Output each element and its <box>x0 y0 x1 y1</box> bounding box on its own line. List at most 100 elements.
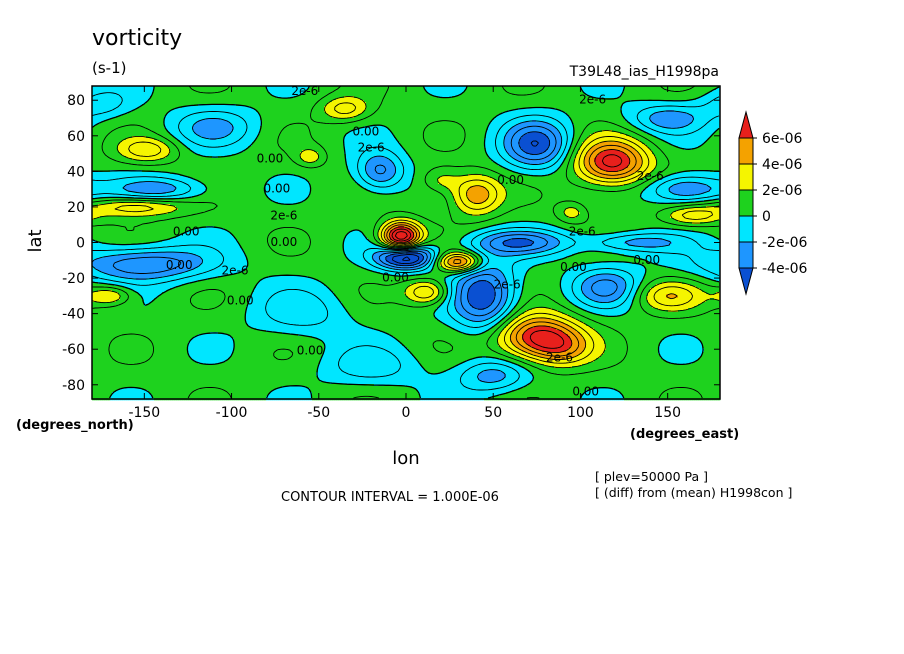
field-cell <box>104 222 106 224</box>
field-cell <box>140 152 142 154</box>
field-cell <box>104 354 106 356</box>
field-cell <box>98 176 100 178</box>
field-cell <box>132 326 134 328</box>
field-cell <box>134 212 136 214</box>
field-cell <box>124 344 126 346</box>
field-cell <box>112 94 114 96</box>
field-cell <box>104 394 106 396</box>
field-cell <box>94 338 96 340</box>
field-cell <box>114 190 116 192</box>
field-cell <box>106 386 108 388</box>
field-cell <box>118 98 120 100</box>
field-cell <box>142 172 144 174</box>
field-cell <box>94 146 96 148</box>
field-cell <box>142 276 144 278</box>
field-cell <box>126 394 128 396</box>
field-cell <box>118 274 120 276</box>
field-cell <box>110 142 112 144</box>
field-cell <box>110 376 112 378</box>
field-cell <box>108 206 110 208</box>
field-cell <box>136 300 138 302</box>
field-cell <box>142 340 144 342</box>
field-cell <box>138 126 140 128</box>
field-cell <box>144 132 146 134</box>
field-cell <box>114 144 116 146</box>
field-cell <box>104 116 106 118</box>
field-cell <box>94 184 96 186</box>
field-cell <box>98 88 100 90</box>
field-cell <box>112 150 114 152</box>
field-cell <box>102 126 104 128</box>
field-cell <box>108 314 110 316</box>
field-cell <box>136 262 138 264</box>
field-cell <box>100 328 102 330</box>
field-cell <box>128 264 130 266</box>
field-cell <box>140 146 142 148</box>
field-cell <box>114 326 116 328</box>
field-cell <box>124 174 126 176</box>
field-cell <box>134 148 136 150</box>
field-cell <box>128 324 130 326</box>
field-cell <box>136 390 138 392</box>
field-cell <box>100 110 102 112</box>
field-cell <box>140 226 142 228</box>
field-cell <box>132 218 134 220</box>
field-cell <box>96 238 98 240</box>
field-cell <box>136 260 138 262</box>
field-cell <box>112 188 114 190</box>
field-cell <box>132 260 134 262</box>
field-cell <box>104 168 106 170</box>
field-cell <box>126 212 128 214</box>
field-cell <box>102 90 104 92</box>
field-cell <box>94 222 96 224</box>
field-cell <box>112 230 114 232</box>
field-cell <box>100 252 102 254</box>
field-cell <box>96 394 98 396</box>
field-cell <box>126 346 128 348</box>
field-cell <box>134 92 136 94</box>
field-cell <box>136 346 138 348</box>
field-cell <box>130 98 132 100</box>
field-cell <box>112 252 114 254</box>
field-cell <box>114 98 116 100</box>
field-cell <box>108 362 110 364</box>
field-cell <box>136 316 138 318</box>
field-cell <box>96 230 98 232</box>
field-cell <box>144 218 146 220</box>
field-cell <box>116 372 118 374</box>
field-cell <box>104 240 106 242</box>
field-cell <box>104 366 106 368</box>
field-cell <box>102 324 104 326</box>
field-cell <box>96 338 98 340</box>
field-cell <box>134 88 136 90</box>
field-cell <box>108 226 110 228</box>
field-cell <box>104 172 106 174</box>
field-cell <box>140 380 142 382</box>
field-cell <box>140 162 142 164</box>
field-cell <box>138 310 140 312</box>
field-cell <box>122 132 124 134</box>
field-cell <box>122 172 124 174</box>
field-cell <box>142 268 144 270</box>
field-cell <box>132 106 134 108</box>
field-cell <box>110 128 112 130</box>
field-cell <box>120 172 122 174</box>
field-cell <box>112 368 114 370</box>
field-cell <box>108 148 110 150</box>
field-cell <box>112 120 114 122</box>
field-cell <box>116 96 118 98</box>
field-cell <box>108 338 110 340</box>
field-cell <box>112 298 114 300</box>
field-cell <box>142 374 144 376</box>
field-cell <box>106 298 108 300</box>
field-cell <box>132 146 134 148</box>
field-cell <box>100 352 102 354</box>
field-cell <box>122 350 124 352</box>
field-cell <box>94 136 96 138</box>
field-cell <box>120 230 122 232</box>
field-cell <box>132 318 134 320</box>
field-cell <box>140 98 142 100</box>
field-cell <box>114 294 116 296</box>
field-cell <box>134 156 136 158</box>
field-cell <box>100 366 102 368</box>
